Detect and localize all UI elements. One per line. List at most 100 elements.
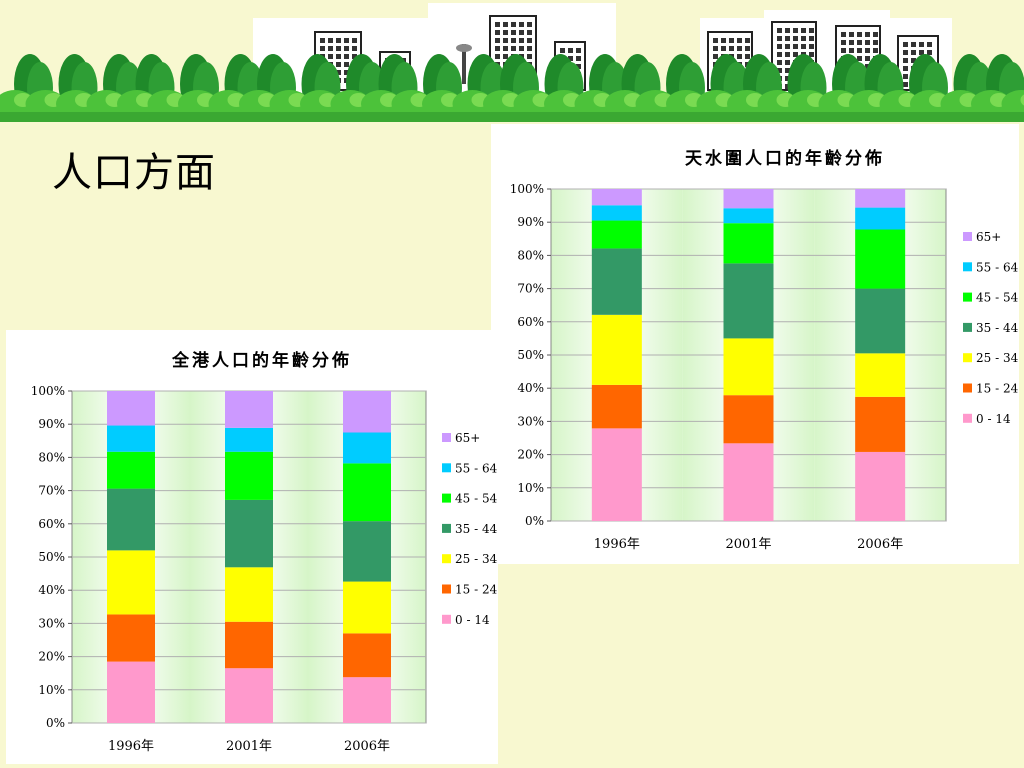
building-window	[352, 54, 357, 59]
building-window	[495, 30, 500, 35]
chart-title: 天水圍人口的年齡分佈	[685, 149, 885, 169]
bar-segment	[723, 223, 774, 264]
legend-swatch	[963, 413, 972, 423]
building-window	[336, 70, 341, 75]
building-window	[841, 40, 846, 45]
building-window	[919, 50, 924, 55]
building-window	[511, 46, 516, 51]
bar-segment	[343, 391, 391, 433]
x-tick-label: 2006年	[857, 537, 903, 552]
chart-title: 全港人口的年齡分佈	[172, 351, 352, 371]
building-window	[344, 62, 349, 67]
bar-segment	[343, 581, 391, 634]
building-window	[336, 38, 341, 43]
ground-strip	[0, 112, 1024, 122]
building-window	[745, 46, 750, 51]
y-tick-label: 40%	[38, 583, 65, 597]
bar-segment	[723, 443, 774, 521]
building-window	[344, 54, 349, 59]
bar-segment	[225, 451, 273, 500]
bar-segment	[855, 189, 906, 208]
building-window	[560, 48, 565, 53]
building-window	[865, 64, 870, 69]
bar-segment	[855, 451, 906, 521]
y-tick-label: 90%	[517, 215, 544, 229]
bar-segment	[855, 396, 906, 452]
y-tick-label: 40%	[517, 381, 544, 395]
building-window	[777, 36, 782, 41]
legend-label: 35 - 44	[976, 321, 1019, 335]
building-window	[865, 32, 870, 37]
building-window	[737, 38, 742, 43]
chart-svg-tsw: 0% 10% 20% 30% 40% 50% 60% 70% 80% 90% 100% 1996年 20…	[510, 182, 1019, 552]
bar-segment	[107, 550, 155, 615]
bar-segment	[591, 189, 642, 206]
y-tick-label: 50%	[38, 550, 65, 564]
building-window	[713, 54, 718, 59]
building-window	[785, 52, 790, 57]
bar-segment	[723, 208, 774, 224]
building-window	[503, 30, 508, 35]
building-window	[328, 38, 333, 43]
building-window	[568, 48, 573, 53]
building-window	[344, 38, 349, 43]
legend-swatch	[442, 523, 451, 533]
y-tick-label: 70%	[38, 484, 65, 498]
legend-swatch	[442, 584, 451, 594]
legend-label: 55 - 64	[455, 461, 498, 475]
building-window	[336, 62, 341, 67]
building-window	[785, 84, 790, 89]
building-window	[576, 48, 581, 53]
legend-label: 65+	[455, 431, 480, 445]
bar-segment	[107, 488, 155, 551]
building-window	[801, 44, 806, 49]
bar-segment	[723, 395, 774, 444]
legend-swatch	[442, 554, 451, 564]
bar-segment	[107, 425, 155, 452]
building-window	[857, 40, 862, 45]
bar-segment	[225, 668, 273, 723]
building-window	[721, 38, 726, 43]
building-window	[785, 68, 790, 73]
bar-segment	[343, 432, 391, 464]
building-window	[503, 38, 508, 43]
building-window	[328, 54, 333, 59]
building-window	[713, 38, 718, 43]
building-window	[503, 22, 508, 27]
building-window	[849, 48, 854, 53]
building-window	[352, 38, 357, 43]
building-window	[785, 28, 790, 33]
building-window	[503, 54, 508, 59]
building-window	[857, 48, 862, 53]
legend-label: 25 - 34	[976, 351, 1019, 365]
legend-swatch	[442, 463, 451, 473]
bar-segment	[107, 451, 155, 489]
y-tick-label: 0%	[46, 716, 65, 730]
bar-segment	[225, 391, 273, 428]
building-window	[336, 54, 341, 59]
legend-label: 15 - 24	[455, 583, 498, 597]
legend-swatch	[963, 383, 972, 393]
legend-swatch	[963, 292, 972, 302]
building-window	[841, 32, 846, 37]
building-window	[903, 82, 908, 87]
chart-svg-hk: 0% 10% 20% 30% 40% 50% 60% 70% 80% 90% 100% 1996年 20…	[31, 384, 498, 754]
bar-segment	[343, 633, 391, 678]
legend-swatch	[963, 232, 972, 241]
building-window	[503, 46, 508, 51]
bar-segment	[723, 338, 774, 396]
building-window	[352, 46, 357, 51]
bar-segment	[107, 614, 155, 662]
building-window	[809, 28, 814, 33]
chart-panel-hk: 全港人口的年齡分佈 0% 10% 20% 30% 40% 50% 60% 70% 80% 90% 1…	[6, 330, 498, 764]
building-window	[519, 22, 524, 27]
building-window	[793, 44, 798, 49]
building-window	[527, 22, 532, 27]
building-window	[328, 46, 333, 51]
building-window	[344, 70, 349, 75]
building-window	[745, 54, 750, 59]
bar-segment	[723, 189, 774, 209]
x-tick-label: 2001年	[226, 739, 272, 754]
banner-illustration	[0, 3, 1024, 122]
building-window	[527, 38, 532, 43]
